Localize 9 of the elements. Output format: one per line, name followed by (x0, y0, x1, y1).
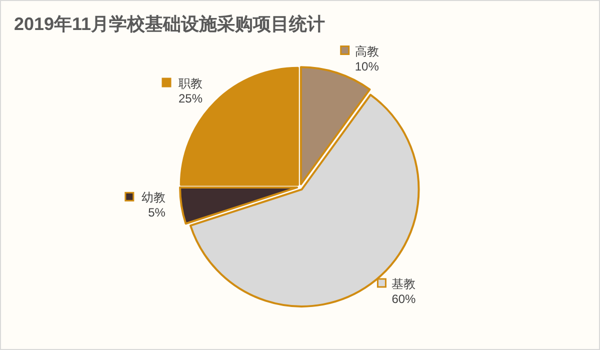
data-label: 5% (148, 206, 166, 220)
data-label: 25% (178, 92, 203, 106)
legend-label: 基教 (392, 276, 416, 291)
data-label: 60% (392, 292, 416, 306)
legend-label: 高教 (354, 44, 379, 58)
legend-label: 幼教 (141, 190, 166, 205)
legend-label: 职教 (178, 76, 203, 91)
data-label: 10% (354, 59, 380, 74)
chart-title: 2019年11月学校基础设施采购项目统计 (14, 14, 326, 34)
